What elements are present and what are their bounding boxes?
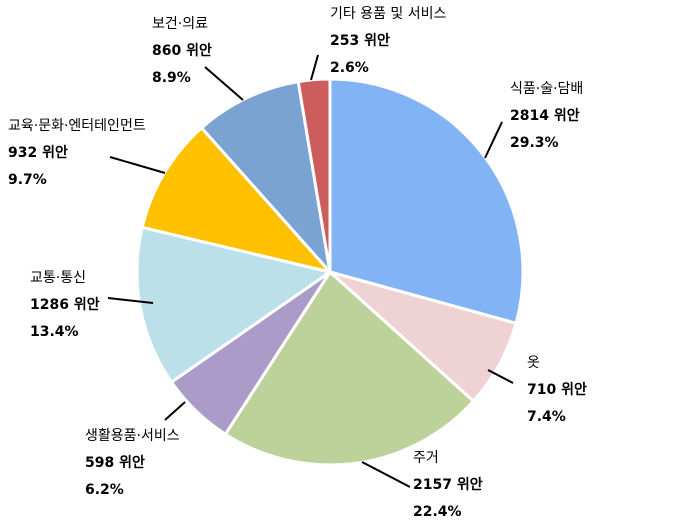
slice-label-percent: 7.4%: [527, 409, 566, 425]
pie-slice-other: [296, 77, 332, 273]
label-group-food: 식품·술·담배 2814 위안 29.3%: [510, 81, 583, 151]
slice-label-name: 주거: [413, 450, 439, 466]
slice-label-value: 2814 위안: [510, 107, 580, 124]
slice-label-name: 기타 용품 및 서비스: [330, 6, 447, 22]
label-group-transport: 교통·통신 1286 위안 13.4%: [30, 270, 100, 340]
slice-label-name: 식품·술·담배: [510, 81, 583, 97]
slice-label-value: 710 위안: [527, 381, 587, 398]
label-group-clothes: 옷 710 위안 7.4%: [527, 355, 587, 425]
leader-line-health: [204, 66, 244, 101]
slice-label-name: 보건·의료: [152, 16, 208, 32]
slice-label-name: 교통·통신: [30, 270, 86, 286]
pie-slice-food: [328, 77, 525, 326]
slice-label-percent: 6.2%: [85, 482, 124, 498]
leader-line-other: [310, 54, 319, 81]
slice-label-percent: 29.3%: [510, 135, 559, 151]
slice-label-name: 옷: [527, 355, 540, 371]
leader-line-education: [109, 156, 166, 174]
pie-slices: [135, 77, 525, 467]
leader-line-housing: [361, 461, 411, 488]
slice-label-percent: 22.4%: [413, 504, 462, 520]
slice-label-percent: 13.4%: [30, 324, 79, 340]
slice-label-value: 1286 위안: [30, 296, 100, 313]
label-group-health: 보건·의료 860 위안 8.9%: [152, 16, 212, 86]
pie-slice-transport: [135, 225, 334, 385]
label-group-household: 생활용품·서비스 598 위안 6.2%: [85, 428, 180, 498]
leader-line-household: [164, 401, 186, 421]
slice-label-value: 253 위안: [330, 32, 390, 49]
leader-lines: [107, 54, 514, 488]
label-group-other: 기타 용품 및 서비스 253 위안 2.6%: [330, 6, 447, 76]
pie-slice-housing: [223, 269, 476, 467]
leader-line-clothes: [487, 369, 514, 384]
slice-label-percent: 8.9%: [152, 70, 191, 86]
slice-label-value: 932 위안: [8, 144, 68, 161]
label-group-housing: 주거 2157 위안 22.4%: [413, 450, 483, 520]
leader-line-food: [484, 121, 503, 159]
label-group-education: 교육·문화·엔터테인먼트 932 위안 9.7%: [8, 118, 146, 188]
slice-label-percent: 9.7%: [8, 172, 47, 188]
slice-label-value: 598 위안: [85, 454, 145, 471]
slice-label-name: 교육·문화·엔터테인먼트: [8, 118, 146, 134]
pie-slice-health: [199, 79, 333, 277]
slice-label-percent: 2.6%: [330, 60, 369, 76]
slice-label-value: 2157 위안: [413, 476, 483, 493]
slice-label-name: 생활용품·서비스: [85, 428, 180, 444]
slice-label-value: 860 위안: [152, 42, 212, 59]
leader-line-transport: [107, 297, 154, 304]
